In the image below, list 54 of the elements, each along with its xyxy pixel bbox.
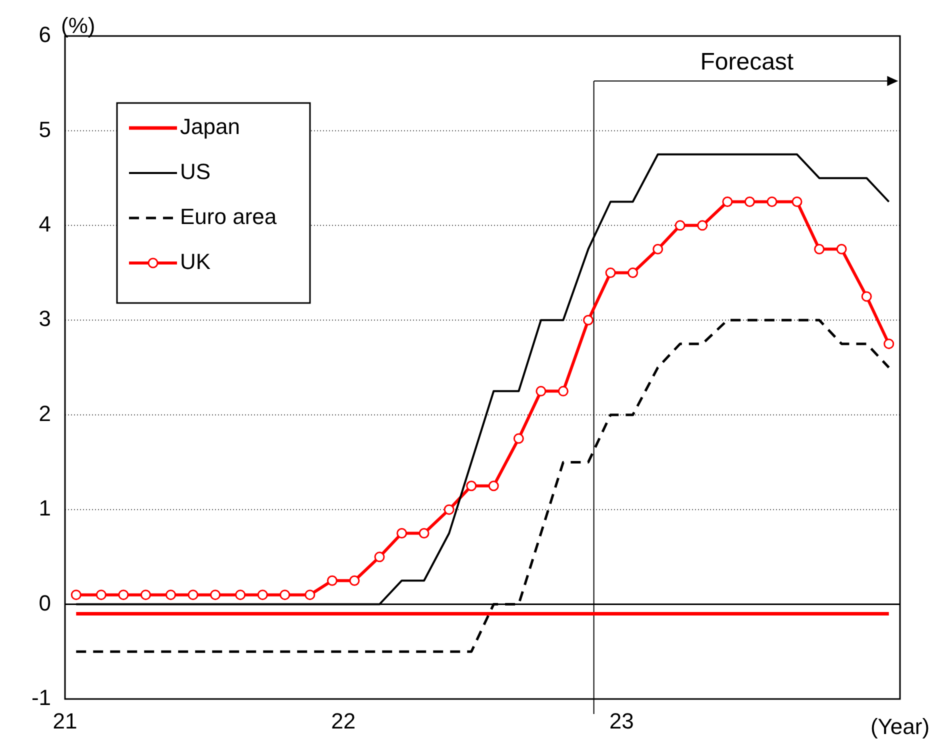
point [744, 196, 755, 207]
point [652, 244, 664, 254]
x-axis-title: (Year) [870, 714, 930, 740]
point [697, 220, 708, 231]
point [628, 268, 638, 278]
y-tick-label: -1 [31, 685, 51, 710]
point [326, 575, 338, 586]
legend-label: UK [180, 249, 211, 274]
point [349, 575, 360, 586]
legend-label: US [180, 159, 211, 184]
legend-label: Euro area [180, 204, 278, 230]
x-tick-label: 23 [609, 708, 634, 734]
point [583, 314, 594, 326]
x-tick-label: 21 [52, 708, 78, 734]
point [536, 386, 546, 396]
point [280, 590, 290, 600]
point [96, 590, 106, 600]
y-tick-label: 5 [38, 116, 51, 142]
point [235, 590, 246, 600]
point [766, 196, 778, 207]
point [861, 291, 872, 302]
point [374, 552, 385, 562]
point [418, 528, 430, 538]
y-tick-label: 4 [38, 211, 51, 236]
point [140, 590, 151, 600]
point [70, 590, 82, 600]
y-tick-label: 6 [38, 22, 51, 48]
y-axis-title: (%) [61, 13, 96, 38]
point [257, 590, 268, 600]
point [722, 196, 733, 207]
point [188, 590, 198, 600]
point [792, 196, 802, 207]
point [488, 480, 499, 492]
point [466, 480, 477, 492]
point [118, 590, 129, 600]
point [674, 220, 686, 231]
point [884, 338, 894, 350]
point [210, 590, 221, 600]
point [166, 590, 176, 600]
legend-label: Japan [180, 114, 240, 140]
y-tick-label: 3 [38, 306, 51, 332]
point [444, 504, 454, 515]
point [396, 528, 408, 538]
y-tick-label: 0 [38, 590, 51, 616]
point [836, 244, 847, 254]
point [558, 386, 568, 396]
point [304, 590, 316, 600]
point [605, 268, 616, 278]
y-tick-label: 1 [38, 496, 51, 521]
x-tick-label: 22 [331, 708, 356, 734]
point [513, 433, 524, 444]
annotation: Forecast [700, 48, 794, 76]
y-tick-label: 2 [38, 400, 51, 426]
point [814, 244, 825, 254]
